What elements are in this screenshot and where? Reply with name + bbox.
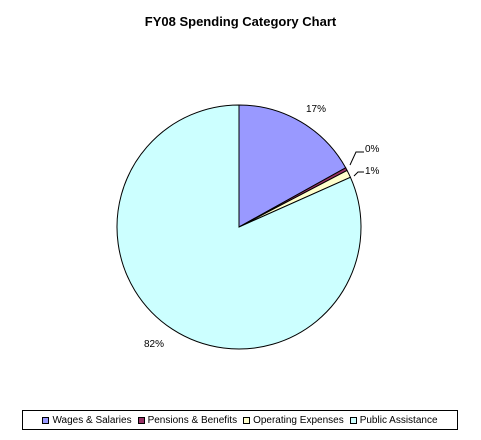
slice-label-operating: 1% — [365, 166, 380, 177]
leader-line-operating — [353, 171, 364, 177]
pie-slice-wages — [238, 104, 347, 228]
legend-item-operating: Operating Expenses — [243, 415, 344, 426]
legend-swatch-public-assistance — [349, 416, 357, 424]
legend-swatch-wages — [42, 416, 50, 424]
legend-label-pensions: Pensions & Benefits — [147, 414, 238, 426]
legend-item-wages: Wages & Salaries — [42, 414, 132, 426]
slice-label-wages: 17% — [306, 104, 326, 115]
legend-swatch-pensions — [137, 416, 145, 424]
legend-label-wages: Wages & Salaries — [52, 414, 132, 426]
pie-slice-public-assistance — [116, 104, 362, 350]
legend-label-public-assistance: Public Assistance — [359, 414, 438, 426]
slice-label-public-assistance: 82% — [144, 339, 164, 350]
legend-swatch-operating — [243, 416, 251, 424]
legend-item-pensions: Pensions & Benefits — [137, 414, 238, 426]
slice-label-pensions: 0% — [365, 144, 380, 155]
legend: Wages & Salaries Pensions & Benefits Ope… — [22, 410, 458, 430]
leader-line-pensions — [349, 151, 364, 166]
legend-item-public-assistance: Public Assistance — [349, 414, 438, 426]
chart-title: FY08 Spending Category Chart — [144, 14, 337, 29]
legend-label-operating: Operating Expenses — [253, 414, 344, 426]
